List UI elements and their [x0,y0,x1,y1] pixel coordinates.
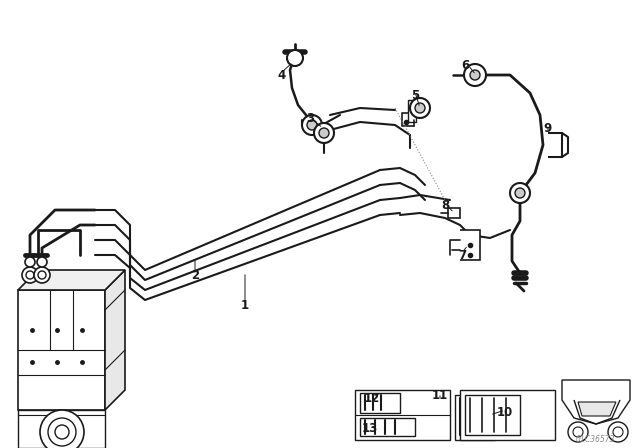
Bar [455,395,495,440]
Circle shape [48,418,76,446]
Circle shape [302,115,322,135]
Circle shape [37,257,47,267]
Text: 7: 7 [458,249,466,262]
Circle shape [22,267,38,283]
Text: 13: 13 [362,422,378,435]
Circle shape [515,188,525,198]
Text: 01C36573: 01C36573 [575,435,615,444]
Circle shape [510,183,530,203]
Circle shape [319,128,329,138]
Polygon shape [408,100,416,122]
Circle shape [287,50,303,66]
Text: 2: 2 [191,268,199,281]
Polygon shape [548,133,562,157]
Polygon shape [105,270,125,410]
Circle shape [415,103,425,113]
Polygon shape [18,270,125,290]
Bar [355,390,450,440]
Circle shape [25,257,35,267]
Text: 9: 9 [544,121,552,134]
Bar [360,418,415,436]
Circle shape [307,120,317,130]
Polygon shape [18,290,105,410]
Circle shape [470,70,480,80]
Bar [360,393,400,413]
Text: 4: 4 [278,69,286,82]
Circle shape [34,267,50,283]
Circle shape [464,64,486,86]
Circle shape [568,422,588,442]
Text: 11: 11 [432,388,448,401]
Circle shape [40,410,84,448]
Text: 12: 12 [364,392,380,405]
Text: 6: 6 [461,59,469,72]
Circle shape [410,98,430,118]
Text: 5: 5 [411,89,419,102]
Polygon shape [578,402,616,416]
Text: 10: 10 [497,405,513,418]
Bar [460,390,555,440]
Text: 8: 8 [441,198,449,211]
Circle shape [608,422,628,442]
Polygon shape [562,380,630,424]
Polygon shape [460,230,480,260]
Circle shape [314,123,334,143]
Text: 3: 3 [306,112,314,125]
Bar [448,208,460,218]
Text: 1: 1 [241,298,249,311]
Bar [465,395,520,435]
Polygon shape [18,410,105,448]
